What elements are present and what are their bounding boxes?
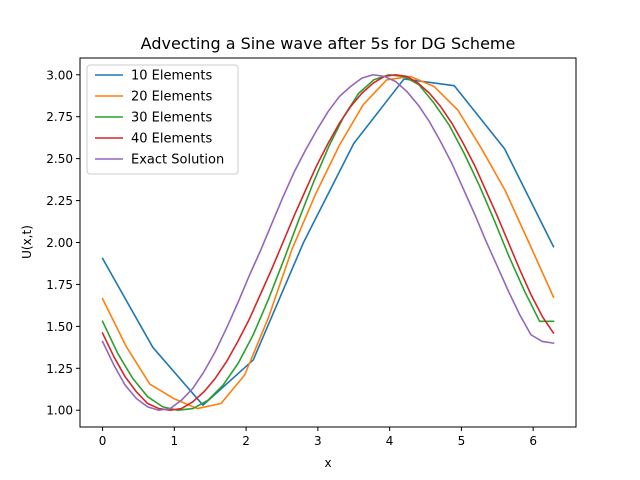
x-tick-label: 5 [458, 434, 466, 448]
series-layer [101, 73, 555, 412]
series-line-3 [101, 73, 555, 412]
series-line-5 [101, 73, 555, 412]
chart-title: Advecting a Sine wave after 5s for DG Sc… [141, 34, 516, 53]
y-tick-label: 1.25 [46, 362, 73, 376]
x-tick-label: 4 [386, 434, 394, 448]
y-axis-label: U(x,t) [20, 225, 34, 259]
series-line-4 [101, 73, 555, 412]
y-tick-label: 2.75 [46, 110, 73, 124]
y-tick-label: 1.00 [46, 404, 73, 418]
y-tick-label: 3.00 [46, 68, 73, 82]
x-axis-label: x [324, 456, 331, 470]
y-tick-label: 1.50 [46, 320, 73, 334]
legend: 10 Elements 20 Elements 30 Elements 40 Elem… [86, 64, 239, 175]
legend-label: 10 Elements [131, 69, 212, 84]
y-tick-label: 2.50 [46, 152, 73, 166]
x-tick-label: 0 [99, 434, 107, 448]
legend-label: 20 Elements [131, 90, 212, 105]
y-tick-label: 1.75 [46, 278, 73, 292]
y-tick-label: 2.00 [46, 236, 73, 250]
x-tick-label: 3 [314, 434, 322, 448]
y-tick-label: 2.25 [46, 194, 73, 208]
legend-box [86, 64, 239, 175]
legend-label: 40 Elements [131, 132, 212, 147]
legend-label: Exact Solution [131, 153, 224, 168]
x-tick-label: 1 [170, 434, 178, 448]
legend-label: 30 Elements [131, 111, 212, 126]
x-tick-label: 6 [529, 434, 537, 448]
x-axis: 0 1 2 3 4 5 6 [99, 427, 537, 448]
x-tick-label: 2 [242, 434, 250, 448]
series-line-2 [101, 75, 555, 410]
y-axis: 1.00 1.25 1.50 1.75 2.00 2.25 2.50 2.75 3.00 [46, 68, 80, 418]
series-line-1 [101, 78, 555, 407]
